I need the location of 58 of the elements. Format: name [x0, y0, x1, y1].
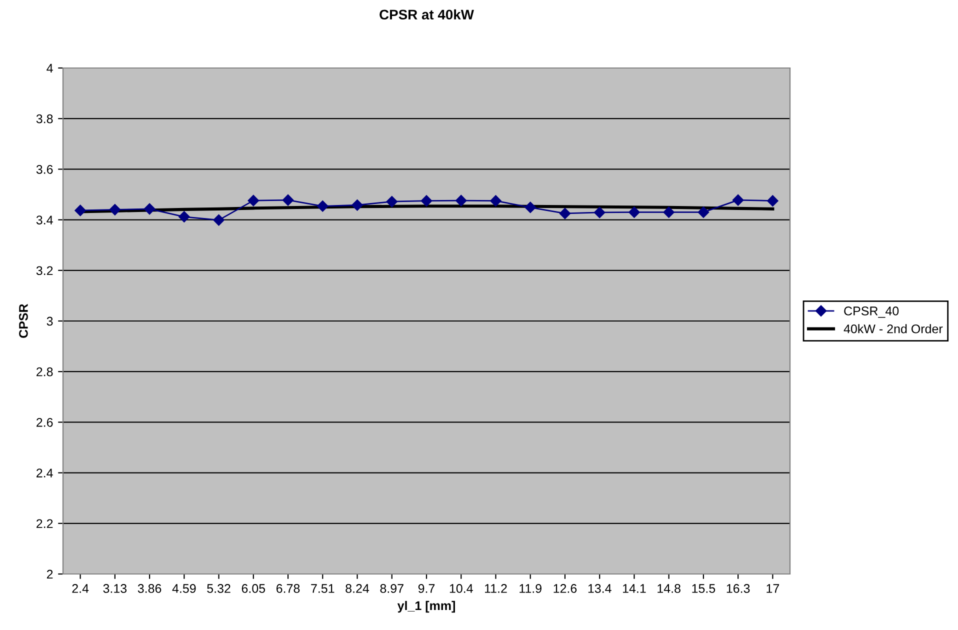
point [594, 206, 606, 218]
y-tick-label: 4 [46, 64, 53, 73]
y-tick-label: 2 [46, 570, 53, 579]
y-tick-label: 3 [46, 316, 53, 326]
point [352, 200, 363, 211]
y-tick-label: 2.6 [36, 418, 53, 427]
y-tick-label: 2.4 [36, 468, 53, 478]
point [767, 195, 778, 206]
x-tick-label: 4.59 [172, 584, 196, 593]
y-tick-label: 2.8 [36, 367, 53, 376]
y-axis-title: CPSR [19, 304, 28, 338]
point [628, 206, 640, 218]
x-tick-label: 6.78 [276, 584, 300, 593]
x-tick-label: 5.32 [207, 584, 230, 593]
x-tick-label: 3.13 [103, 584, 127, 593]
x-tick-label: 8.97 [380, 584, 404, 593]
point [456, 194, 467, 206]
point [213, 214, 224, 226]
y-tick-label: 3.8 [36, 114, 53, 124]
x-tick-label: 11.2 [484, 584, 507, 593]
y-tick-label: 2.2 [36, 519, 53, 528]
point [386, 196, 398, 208]
x-tick-label: 6.05 [242, 584, 266, 593]
x-tick-label: 14.1 [623, 584, 646, 593]
point [282, 194, 294, 206]
x-tick-label: 9.7 [418, 584, 435, 593]
chart-title: CPSR at 40kW [380, 9, 474, 20]
point [559, 208, 571, 220]
point [524, 202, 536, 214]
x-tick-label: 2.4 [72, 584, 89, 593]
x-tick-label: 13.4 [588, 584, 612, 593]
point [178, 211, 190, 222]
point [420, 195, 432, 206]
x-tick-label: 17 [766, 584, 780, 593]
x-tick-label: 3.86 [138, 584, 162, 593]
x-tick-label: 7.51 [311, 584, 334, 593]
point [144, 203, 156, 215]
point [732, 194, 744, 206]
x-tick-label: 15.5 [692, 584, 716, 593]
point [663, 206, 674, 218]
point [248, 194, 260, 206]
legend-label: CPSR_40 [844, 306, 899, 318]
point [74, 204, 86, 216]
point [317, 200, 328, 212]
legend-label: 40kW - 2nd Order [844, 324, 943, 334]
y-tick-label: 3.4 [36, 216, 53, 224]
x-tick-label: 16.3 [726, 584, 750, 593]
point [109, 204, 121, 216]
x-tick-label: 11.9 [520, 584, 542, 593]
point [698, 206, 710, 218]
y-tick-label: 3.6 [36, 165, 53, 174]
x-tick-label: 8.24 [346, 584, 370, 593]
x-tick-label: 10.4 [450, 584, 473, 593]
y-tick-label: 3.2 [36, 266, 53, 276]
x-tick-label: 14.8 [658, 584, 680, 593]
point [490, 195, 502, 206]
x-tick-label: 12.6 [554, 584, 577, 593]
x-axis-title: yl_1 [mm] [397, 600, 455, 613]
